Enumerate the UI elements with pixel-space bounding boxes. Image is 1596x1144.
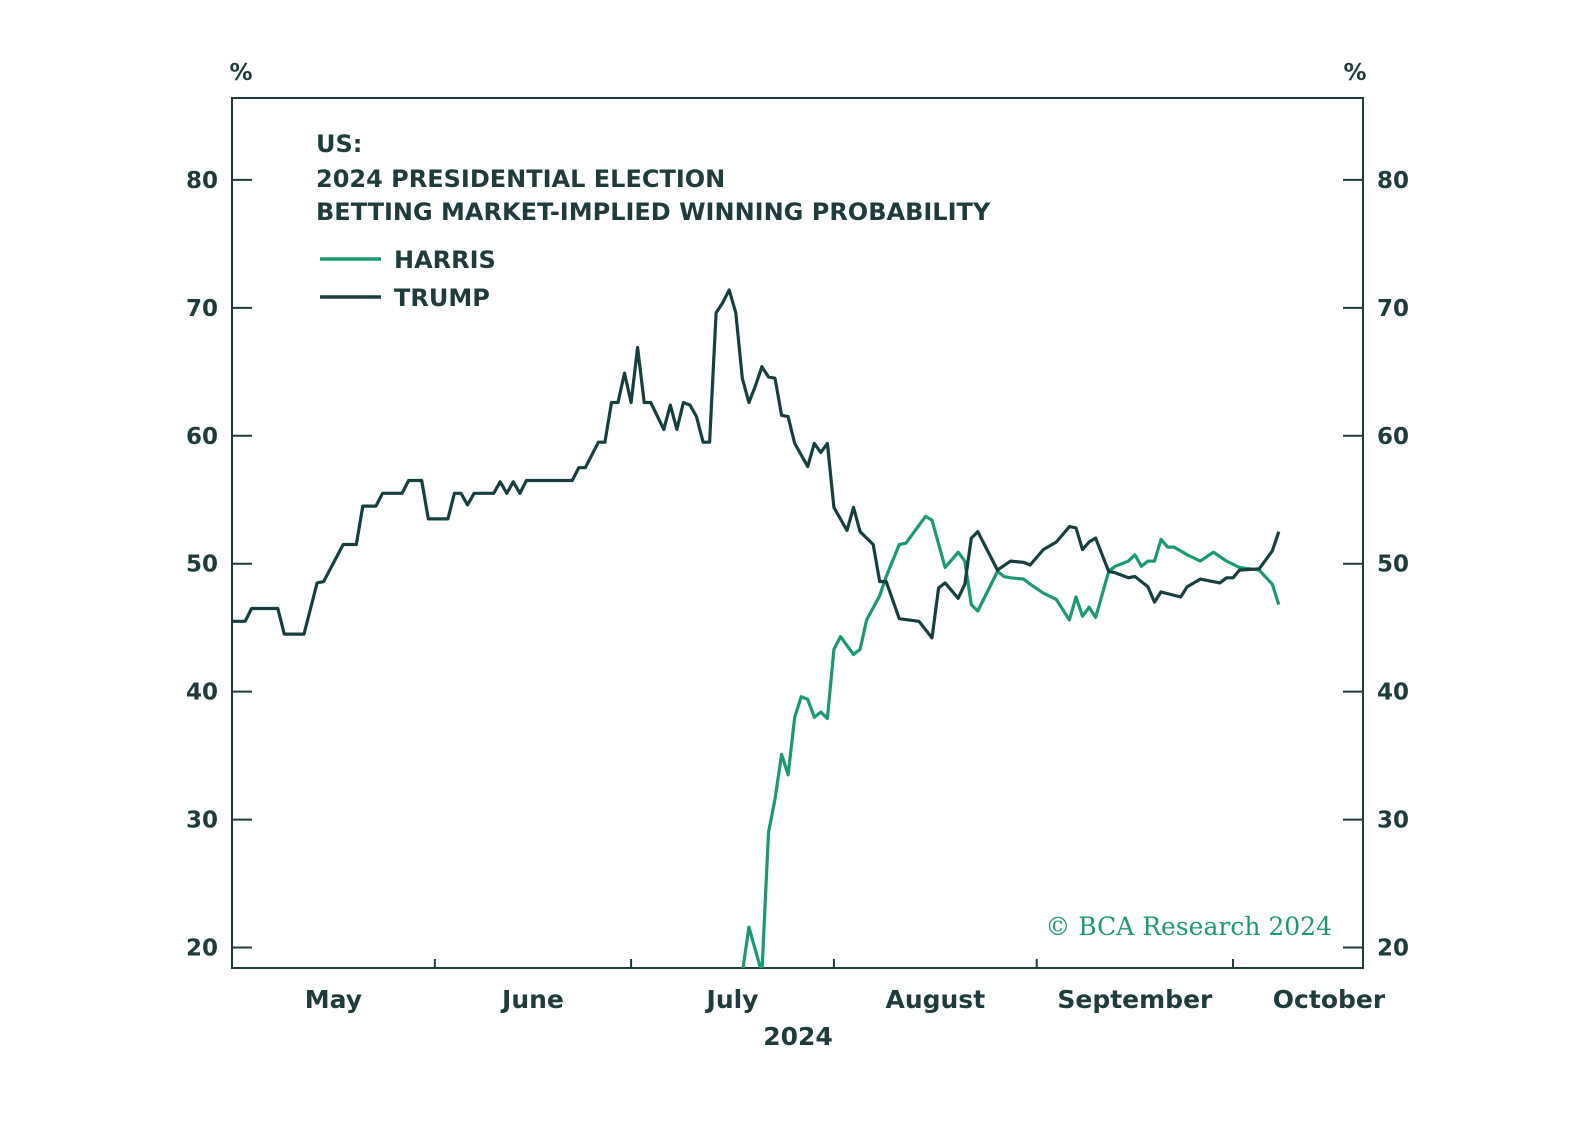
y-tick-label-right: 80: [1377, 168, 1409, 194]
y-tick-label-left: 50: [186, 552, 218, 578]
y-tick-label-left: 80: [186, 168, 218, 194]
y-tick-label-right: 40: [1377, 680, 1409, 706]
y-tick-label-right: 30: [1377, 808, 1409, 834]
x-tick-label-may: May: [305, 985, 362, 1014]
x-tick-label-august: August: [885, 985, 985, 1014]
series-line-trump: [232, 288, 1281, 640]
y-unit-left: %: [229, 60, 252, 86]
y-tick-label-left: 30: [186, 808, 218, 834]
title-line-3: BETTING MARKET-IMPLIED WINNING PROBABILI…: [316, 198, 991, 226]
x-tick-label-july: July: [705, 985, 759, 1014]
x-tick-label-september: September: [1057, 985, 1213, 1014]
title-line-2: 2024 PRESIDENTIAL ELECTION: [316, 165, 725, 193]
y-tick-label-left: 20: [186, 936, 218, 962]
x-tick-label-june: June: [500, 985, 564, 1014]
copyright: © BCA Research 2024: [1045, 912, 1332, 941]
y-tick-label-left: 40: [186, 680, 218, 706]
y-tick-label-left: 60: [186, 424, 218, 450]
x-tick-label-october: October: [1273, 985, 1386, 1014]
y-unit-right: %: [1343, 60, 1366, 86]
x-axis-year-label: 2024: [763, 1022, 833, 1051]
legend-label-trump: TRUMP: [394, 284, 490, 312]
y-tick-label-right: 60: [1377, 424, 1409, 450]
title-line-1: US:: [316, 130, 362, 158]
legend: HARRIS TRUMP: [320, 246, 496, 312]
y-tick-label-right: 20: [1377, 936, 1409, 962]
chart-title: US: 2024 PRESIDENTIAL ELECTION BETTING M…: [316, 130, 991, 226]
legend-label-harris: HARRIS: [394, 246, 496, 274]
series-line-harris: [741, 514, 1281, 968]
y-tick-label-left: 70: [186, 296, 218, 322]
y-tick-label-right: 50: [1377, 552, 1409, 578]
y-tick-label-right: 70: [1377, 296, 1409, 322]
plot-frame: [231, 97, 1364, 969]
